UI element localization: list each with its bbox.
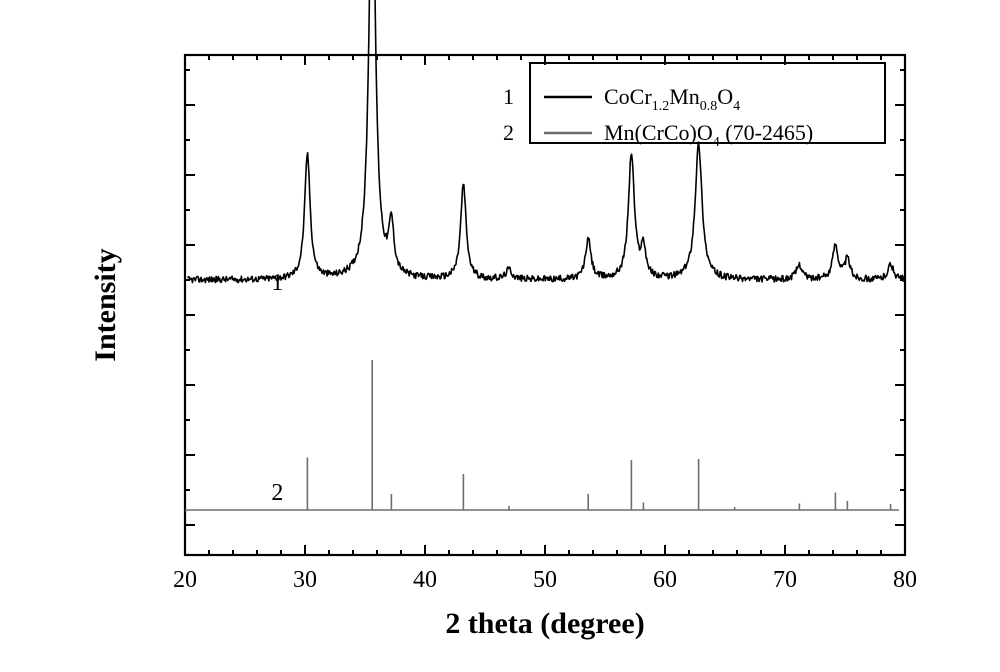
- x-tick-label: 20: [173, 567, 197, 593]
- x-tick-label: 80: [893, 567, 917, 593]
- series-inline-label: 2: [271, 480, 283, 506]
- x-tick-label: 40: [413, 567, 437, 593]
- chart-svg: 20 30 40 50 60 70 80 2 theta (degree) Intensity 1…: [0, 0, 1000, 672]
- legend-row-number: 2: [503, 120, 514, 145]
- x-tick-label: 30: [293, 567, 317, 593]
- x-tick-label: 50: [533, 567, 557, 593]
- y-axis-label: Intensity: [89, 248, 122, 361]
- x-axis-label: 2 theta (degree): [445, 607, 644, 640]
- legend-row-number: 1: [503, 84, 514, 109]
- x-tick-label: 60: [653, 567, 677, 593]
- x-tick-label: 70: [773, 567, 797, 593]
- xrd-chart: 20 30 40 50 60 70 80 2 theta (degree) Intensity 1…: [0, 0, 1000, 672]
- series-inline-label: 1: [271, 270, 283, 296]
